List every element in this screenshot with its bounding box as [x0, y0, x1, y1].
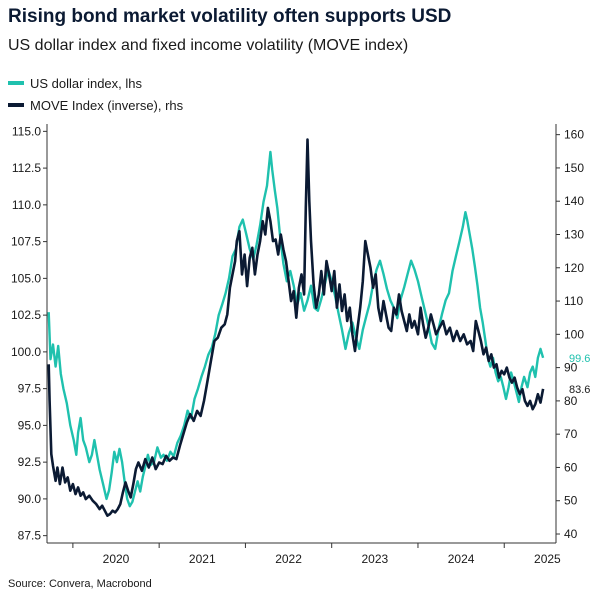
y-right-tick-label: 120: [564, 261, 584, 275]
y-right-tick-label: 90: [564, 361, 578, 375]
y-right-tick-label: 160: [564, 128, 584, 142]
series-line-usd-index: [47, 150, 545, 508]
legend-label-usd: US dollar index, lhs: [30, 75, 142, 91]
y-left-tick-label: 95.0: [18, 418, 42, 432]
y-left-tick-label: 107.5: [11, 235, 41, 249]
y-left-tick-label: 90.0: [18, 492, 42, 506]
x-tick-label: 2025: [534, 552, 561, 566]
legend-item-move: MOVE Index (inverse), rhs: [8, 94, 183, 116]
y-left-tick-label: 97.5: [18, 382, 42, 396]
y-right-tick-label: 110: [564, 294, 583, 308]
legend-item-usd: US dollar index, lhs: [8, 72, 183, 94]
chart-title: Rising bond market volatility often supp…: [8, 6, 452, 27]
y-right-tick-label: 70: [564, 427, 578, 441]
end-label-usd: 99.6: [569, 353, 590, 365]
y-left-tick-label: 92.5: [18, 455, 42, 469]
x-tick-label: 2022: [275, 552, 302, 566]
y-left-tick-label: 115.0: [12, 124, 41, 138]
y-right-tick-label: 130: [564, 227, 584, 241]
legend-swatch-usd: [8, 81, 24, 85]
legend: US dollar index, lhs MOVE Index (inverse…: [8, 72, 183, 116]
end-label-move: 83.6: [569, 384, 590, 396]
source-note: Source: Convera, Macrobond: [8, 578, 152, 590]
x-tick-label: 2021: [189, 552, 216, 566]
y-right-tick-label: 60: [564, 460, 578, 474]
y-right-tick-label: 100: [564, 327, 584, 341]
legend-label-move: MOVE Index (inverse), rhs: [30, 97, 184, 113]
y-right-tick-label: 40: [564, 527, 578, 541]
y-left-tick-label: 100.0: [11, 345, 41, 359]
y-right-tick-label: 140: [564, 194, 584, 208]
y-left-tick-label: 112.5: [12, 161, 41, 175]
y-left-tick-label: 87.5: [18, 529, 42, 543]
y-left-tick-label: 110.0: [12, 198, 41, 212]
x-tick-label: 2023: [361, 552, 388, 566]
chart-subtitle: US dollar index and fixed income volatil…: [8, 37, 409, 54]
legend-swatch-move: [8, 103, 24, 107]
y-right-tick-label: 80: [564, 394, 578, 408]
y-right-tick-label: 150: [564, 161, 584, 175]
x-tick-label: 2024: [448, 552, 475, 566]
y-right-tick-label: 50: [564, 494, 578, 508]
y-left-tick-label: 105.0: [11, 271, 41, 285]
y-left-tick-label: 102.5: [11, 308, 41, 322]
series-line-move-index: [47, 138, 545, 518]
x-tick-label: 2020: [103, 552, 130, 566]
